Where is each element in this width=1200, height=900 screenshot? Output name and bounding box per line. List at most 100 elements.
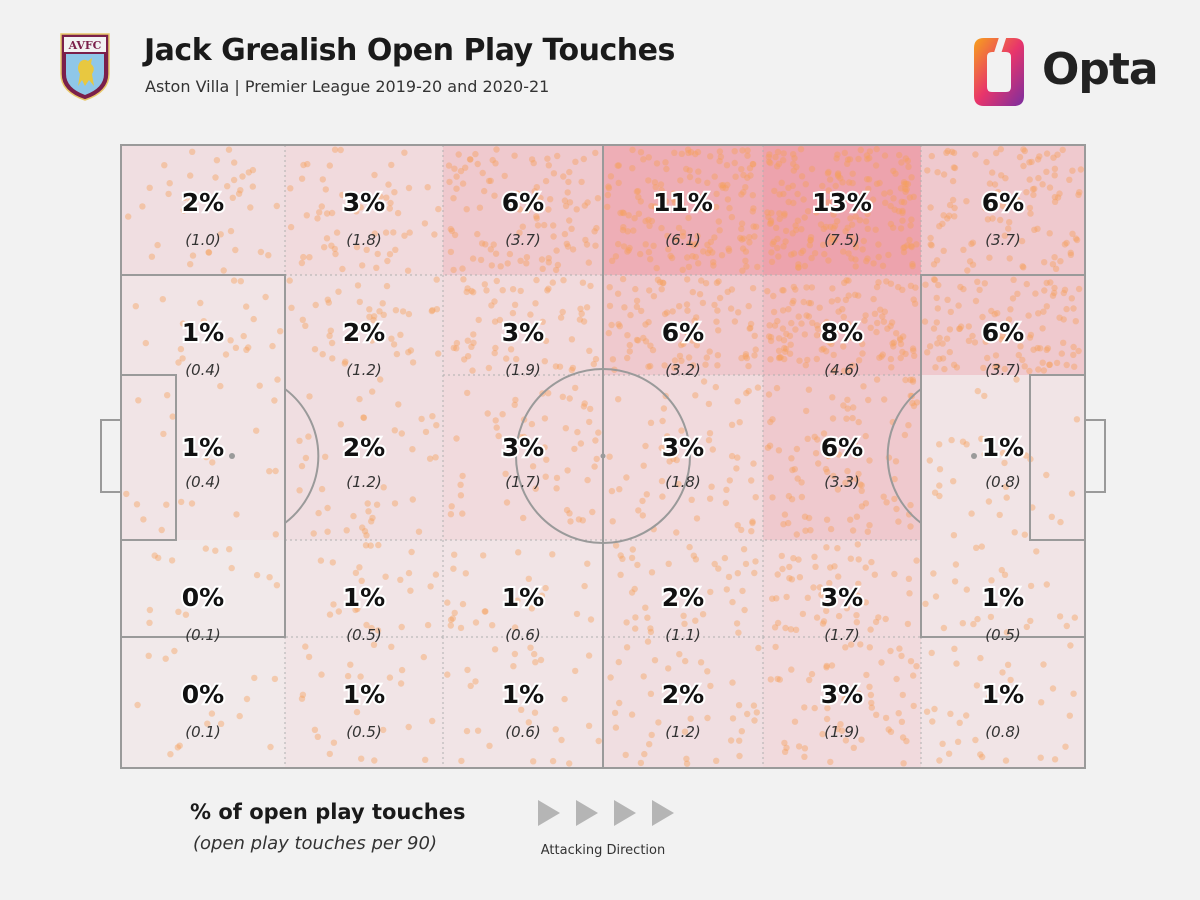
touch-dot xyxy=(837,721,844,728)
touch-dot xyxy=(850,744,857,751)
touch-dot xyxy=(867,691,875,699)
touch-dot xyxy=(253,427,260,434)
touch-dot xyxy=(354,282,362,289)
touch-dot xyxy=(592,355,600,363)
touch-dot xyxy=(146,184,153,191)
touch-dot xyxy=(224,183,231,190)
touch-dot xyxy=(1060,289,1068,297)
touch-dot xyxy=(628,711,636,718)
touch-dot xyxy=(999,202,1007,210)
touch-dot xyxy=(1007,676,1014,684)
touch-dot xyxy=(646,741,653,748)
touch-dot xyxy=(728,286,736,293)
touch-dot xyxy=(594,195,602,202)
touch-dot xyxy=(999,333,1006,340)
touch-dot xyxy=(966,258,974,265)
touch-dot xyxy=(771,624,779,631)
touch-dot xyxy=(533,276,540,284)
touch-dot xyxy=(1049,292,1057,299)
touch-dot xyxy=(1066,176,1073,183)
touch-dot xyxy=(189,252,197,259)
touch-dot xyxy=(132,303,139,310)
touch-dot xyxy=(449,615,456,622)
touch-dot xyxy=(779,325,787,332)
touch-dot xyxy=(888,364,895,371)
touch-dot xyxy=(775,447,783,454)
touch-dot xyxy=(943,335,951,342)
touch-dot xyxy=(895,283,902,291)
touch-dot xyxy=(1043,303,1051,310)
touch-dot xyxy=(1063,305,1070,313)
touch-dot xyxy=(450,195,457,202)
touch-dot xyxy=(352,569,360,577)
right-goal xyxy=(1084,419,1106,493)
touch-dot xyxy=(906,236,913,244)
touch-dot xyxy=(963,586,970,593)
touch-dot xyxy=(583,304,591,311)
touch-dot xyxy=(901,185,909,192)
touch-dot xyxy=(1046,184,1054,191)
touch-dot xyxy=(900,199,908,206)
touch-dot xyxy=(123,490,130,498)
touch-dot xyxy=(723,486,730,493)
touch-dot xyxy=(852,263,859,270)
touch-dot xyxy=(752,223,760,230)
touch-dot xyxy=(896,645,903,652)
touch-dot xyxy=(139,203,146,210)
touch-dot xyxy=(778,552,785,560)
touch-dot xyxy=(205,249,212,256)
touch-dot xyxy=(880,318,888,325)
heat-cell xyxy=(603,540,763,637)
cell-per90-label: (7.5) xyxy=(824,231,860,249)
touch-dot xyxy=(711,301,718,309)
touch-dot xyxy=(897,185,905,192)
touch-dot xyxy=(686,173,694,181)
touch-dot xyxy=(823,664,830,671)
touch-dot xyxy=(557,314,565,321)
touch-dot xyxy=(459,180,467,187)
touch-dot xyxy=(786,563,793,571)
touch-dot xyxy=(859,350,866,357)
touch-dot xyxy=(250,315,257,323)
touch-dot xyxy=(811,433,818,440)
touch-dot xyxy=(585,259,592,266)
touch-dot xyxy=(749,519,756,527)
cell-per90-label: (1.7) xyxy=(505,473,541,491)
touch-dot xyxy=(802,527,809,534)
touch-dot xyxy=(825,187,832,194)
touch-dot xyxy=(622,751,629,759)
touch-dot xyxy=(615,658,622,666)
touch-dot xyxy=(369,388,376,395)
touch-dot xyxy=(842,479,849,486)
touch-dot xyxy=(335,608,342,615)
touch-dot xyxy=(165,190,172,198)
touch-dot xyxy=(780,287,787,294)
touch-dot xyxy=(623,644,631,651)
touch-dot xyxy=(807,300,815,307)
cell-per90-label: (3.7) xyxy=(985,361,1021,379)
touch-dot xyxy=(863,671,870,679)
touch-dot xyxy=(834,171,842,178)
touch-dot xyxy=(827,525,835,533)
touch-dot xyxy=(862,564,869,571)
touch-dot xyxy=(989,215,996,222)
cell-per90-label: (1.9) xyxy=(824,723,860,741)
touch-dot xyxy=(722,185,729,192)
touch-dot xyxy=(874,319,881,327)
touch-dot xyxy=(539,265,546,272)
touch-dot xyxy=(685,263,693,271)
touch-dot xyxy=(813,614,821,621)
touch-dot xyxy=(491,192,498,199)
touch-dot xyxy=(845,250,852,257)
touch-dot xyxy=(905,575,913,582)
touch-dot xyxy=(781,739,788,747)
touch-dot xyxy=(155,554,162,562)
touch-dot xyxy=(765,391,773,398)
touch-dot xyxy=(858,503,866,510)
touch-dot xyxy=(1051,172,1058,179)
touch-dot xyxy=(550,222,557,229)
touch-dot xyxy=(822,465,830,473)
touch-dot xyxy=(357,204,364,211)
touch-dot xyxy=(832,191,840,199)
touch-dot xyxy=(386,205,393,212)
